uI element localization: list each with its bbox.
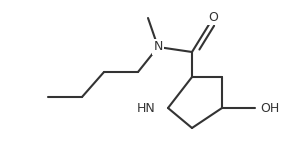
Text: HN: HN [136, 102, 155, 115]
Text: O: O [208, 11, 218, 24]
Text: N: N [153, 40, 163, 54]
Text: OH: OH [260, 102, 279, 115]
